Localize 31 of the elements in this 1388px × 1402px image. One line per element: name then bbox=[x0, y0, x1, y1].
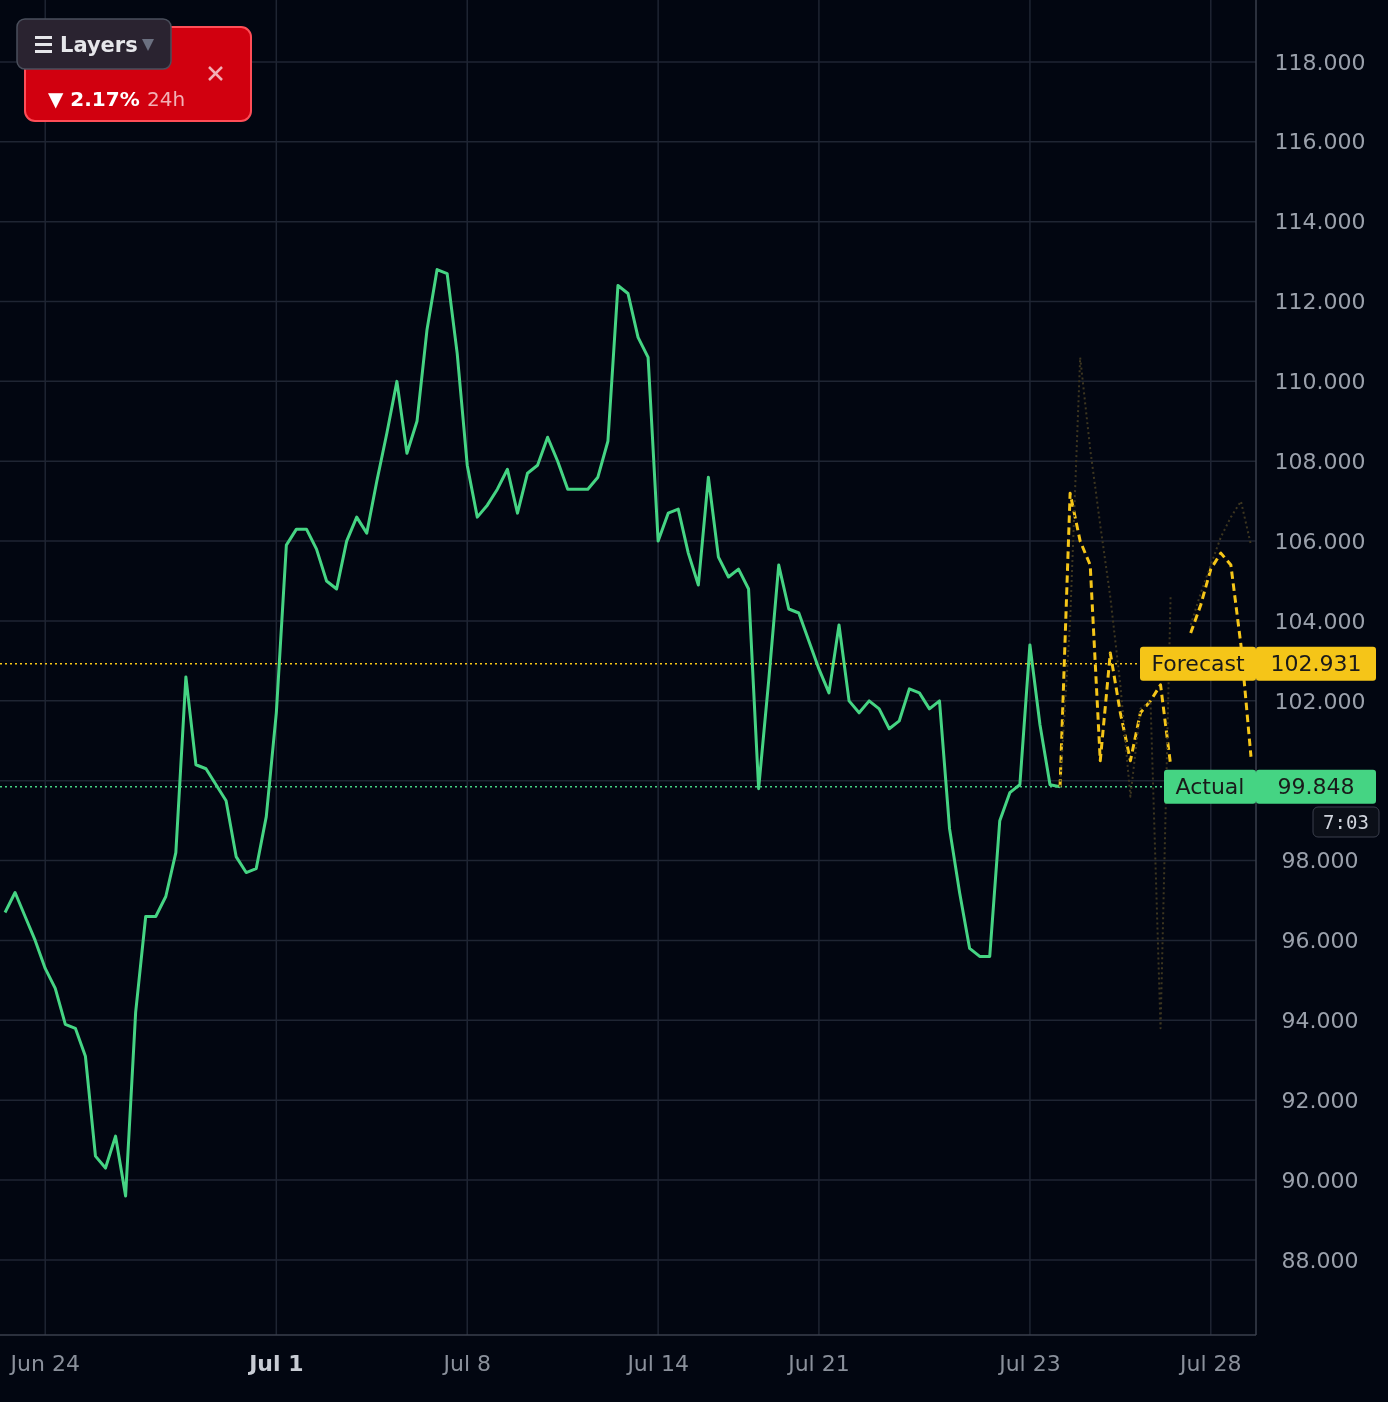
annotation: ▼ 2.17% bbox=[48, 87, 140, 111]
y-tick-label: 116.000 bbox=[1274, 129, 1366, 155]
y-tick-label: 88.000 bbox=[1281, 1247, 1359, 1273]
y-tick-label: 110.000 bbox=[1274, 369, 1366, 395]
annotation: 24h bbox=[147, 87, 186, 111]
y-tick-label: 92.000 bbox=[1281, 1087, 1359, 1113]
y-tick-label: 90.000 bbox=[1281, 1167, 1359, 1193]
ref-line-label: Actual bbox=[1175, 774, 1245, 800]
x-tick-label: Jul 21 bbox=[786, 1351, 850, 1376]
y-tick-label: 114.000 bbox=[1274, 209, 1366, 235]
y-tick-label: 102.000 bbox=[1274, 688, 1366, 714]
x-tick-label: Jun 24 bbox=[8, 1351, 80, 1376]
x-tick-label: Jul 28 bbox=[1178, 1351, 1242, 1376]
y-tick-label: 96.000 bbox=[1281, 928, 1359, 954]
y-tick-label: 118.000 bbox=[1274, 49, 1366, 75]
y-tick-label: 108.000 bbox=[1274, 448, 1366, 474]
text: 102.931 bbox=[1270, 651, 1362, 677]
y-tick-label: 94.000 bbox=[1281, 1008, 1359, 1034]
y-tick-label: 106.000 bbox=[1274, 528, 1366, 554]
y-tick-label: 112.000 bbox=[1274, 289, 1366, 315]
x-tick-label: Jul 23 bbox=[997, 1351, 1061, 1376]
text: 99.848 bbox=[1277, 774, 1355, 800]
dropdown-button: Layers bbox=[16, 18, 172, 70]
x-tick-label: Jul 1 bbox=[247, 1351, 304, 1376]
annotation: Layers bbox=[60, 33, 138, 58]
text: 7:03 bbox=[1323, 810, 1369, 833]
x-tick-label: Jul 8 bbox=[441, 1351, 492, 1376]
ref-line-label: Forecast bbox=[1151, 651, 1245, 677]
x-tick-label: Jul 14 bbox=[625, 1351, 689, 1376]
y-tick-label: 104.000 bbox=[1274, 608, 1366, 634]
y-tick-label: 98.000 bbox=[1281, 848, 1359, 874]
